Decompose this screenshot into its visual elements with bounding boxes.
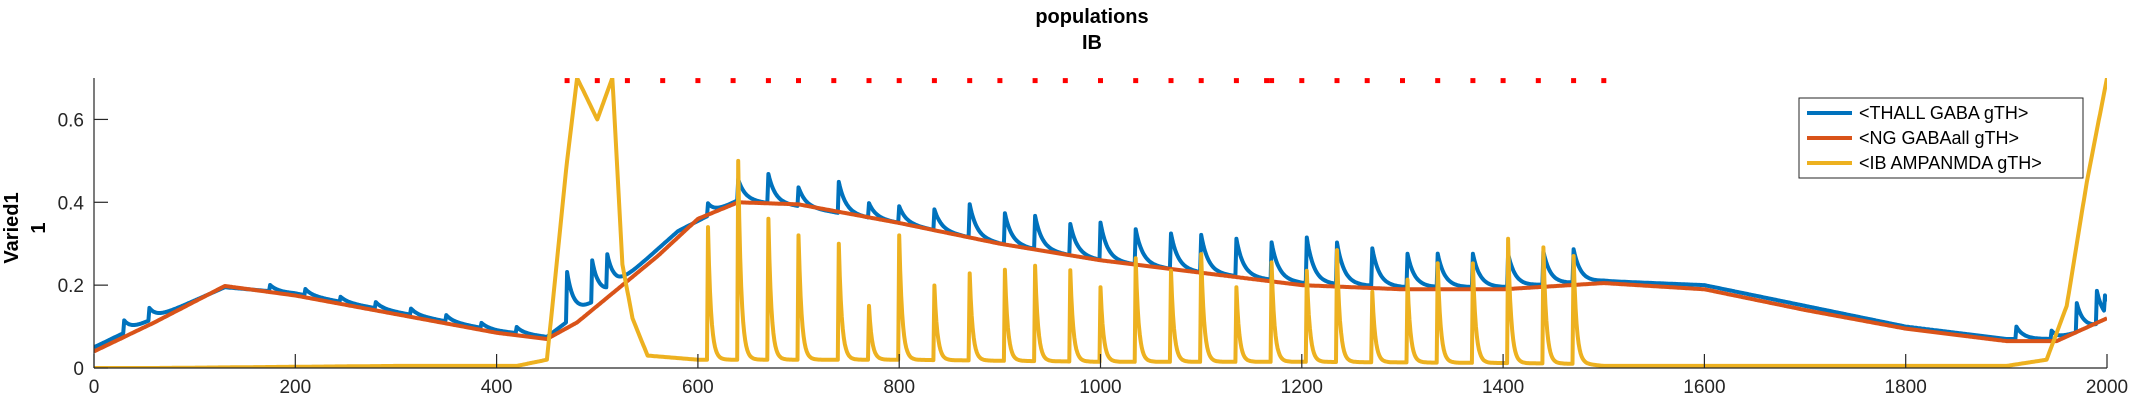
series-line-ng-gabaall [94, 200, 2107, 354]
spike-marker [1098, 78, 1103, 84]
series-line-thall-gaba [94, 172, 2107, 350]
y-axis-label-line2: 1 [28, 222, 50, 233]
y-tick-label: 0.4 [58, 193, 85, 214]
y-axis-label: Varied1 1 [1, 192, 50, 263]
spike-marker [1601, 78, 1607, 84]
spike-marker [765, 78, 771, 84]
spike-marker [564, 78, 570, 84]
spike-marker [1470, 78, 1476, 84]
spike-marker [831, 78, 837, 84]
spike-marker [1334, 78, 1340, 84]
series-layer [94, 78, 2107, 368]
spike-marker [1233, 78, 1239, 84]
x-tick-label: 1200 [1281, 377, 1323, 398]
spike-marker [1535, 78, 1541, 84]
legend-label-thall-gaba: <THALL GABA gTH> [1859, 103, 2028, 123]
plot-area: 0 200 400 600 800 1000 1200 1400 1600 1800 2000 0 0.… [58, 78, 2129, 398]
spike-marker [624, 78, 630, 84]
y-tick-label: 0 [73, 359, 84, 380]
spike-marker [1198, 78, 1204, 84]
x-tick-label: 2000 [2086, 377, 2128, 398]
chart-title-line1: populations [1035, 6, 1148, 28]
axes [93, 78, 2108, 369]
spike-marker [1364, 78, 1370, 84]
spike-marker [931, 78, 937, 84]
spike-marker [1435, 78, 1441, 84]
spike-marker [997, 78, 1003, 84]
y-tick-label: 0.2 [58, 276, 84, 297]
x-tick-label: 0 [89, 377, 100, 398]
y-tick-label: 0.6 [58, 110, 84, 131]
spike-marker [1062, 78, 1068, 84]
spike-marker [1400, 78, 1405, 84]
tick-labels: 0 200 400 600 800 1000 1200 1400 1600 1800 2000 0 0.… [58, 110, 2129, 398]
x-tick-label: 800 [883, 377, 915, 398]
y-axis-label-line1: Varied1 [1, 192, 23, 263]
spike-marker [1269, 78, 1275, 84]
spike-marker-layer [564, 78, 1607, 84]
spike-marker [1032, 78, 1038, 84]
spike-marker [866, 78, 872, 84]
x-tick-label: 400 [481, 377, 513, 398]
spike-marker [1299, 78, 1305, 84]
spike-marker [730, 78, 736, 84]
spike-marker [695, 78, 701, 84]
spike-marker [796, 78, 801, 84]
spike-marker [1264, 78, 1270, 84]
spike-marker [594, 78, 600, 84]
legend-label-ib-ampanmda: <IB AMPANMDA gTH> [1859, 153, 2042, 173]
legend-label-ng-gabaall: <NG GABAall gTH> [1859, 128, 2019, 148]
x-tick-label: 1000 [1079, 377, 1121, 398]
x-tick-label: 1400 [1482, 377, 1524, 398]
spike-marker [967, 78, 973, 84]
spike-marker [1168, 78, 1174, 84]
spike-marker [896, 78, 902, 84]
series-line-ib-ampanmda [94, 78, 2107, 368]
x-tick-label: 200 [279, 377, 311, 398]
spike-marker [1500, 78, 1506, 84]
legend: <THALL GABA gTH> <NG GABAall gTH> <IB AM… [1798, 97, 2084, 179]
spike-marker [660, 78, 666, 84]
chart-title-line2: IB [1082, 32, 1102, 54]
spike-marker [1571, 78, 1577, 84]
x-tick-label: 1600 [1683, 377, 1725, 398]
x-tick-label: 1800 [1885, 377, 1927, 398]
spike-marker [1133, 78, 1139, 84]
x-tick-label: 600 [682, 377, 714, 398]
